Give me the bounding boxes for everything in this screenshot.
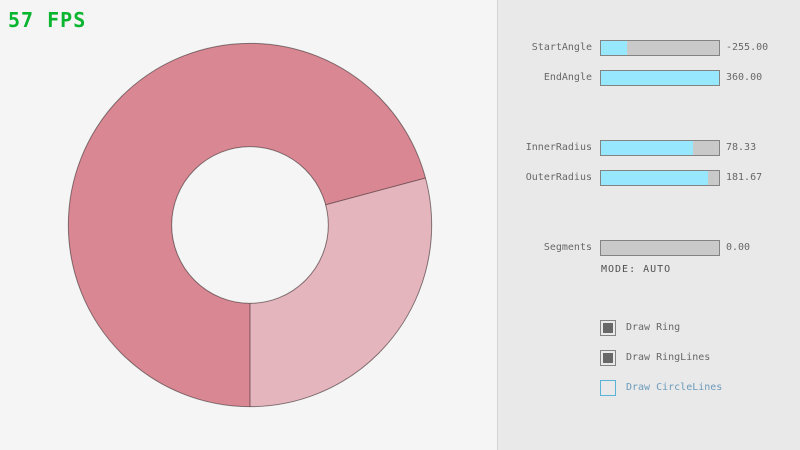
innerradius-slider[interactable]: [600, 140, 720, 156]
draw-ring-checkbox[interactable]: [600, 320, 616, 336]
draw-ringlines-label: Draw RingLines: [626, 352, 711, 363]
draw-circlelines-label: Draw CircleLines: [626, 382, 723, 393]
innerradius-slider-fill: [601, 141, 694, 155]
outerradius-label: OuterRadius: [525, 172, 592, 183]
slider-row-endangle: EndAngle 360.00: [0, 70, 800, 86]
checkbox-draw-ringlines: Draw RingLines: [600, 350, 790, 366]
segments-slider[interactable]: [600, 240, 720, 256]
mode-label: MODE: AUTO: [601, 264, 672, 275]
fps-counter: 57 FPS: [8, 8, 87, 32]
slider-row-outerradius: OuterRadius 181.67: [0, 170, 800, 186]
startangle-slider-fill: [601, 41, 627, 55]
startangle-slider[interactable]: [600, 40, 720, 56]
slider-row-innerradius: InnerRadius 78.33: [0, 140, 800, 156]
segments-value: 0.00: [726, 242, 751, 253]
startangle-value: -255.00: [726, 42, 769, 53]
outerradius-slider-fill: [601, 171, 709, 185]
draw-ring-label: Draw Ring: [626, 322, 681, 333]
endangle-slider-fill: [601, 71, 719, 85]
draw-ringlines-checkbox[interactable]: [600, 350, 616, 366]
endangle-slider[interactable]: [600, 70, 720, 86]
checkbox-draw-ring: Draw Ring: [600, 320, 790, 336]
draw-circlelines-checkbox[interactable]: [600, 380, 616, 396]
segments-label: Segments: [543, 242, 592, 253]
innerradius-value: 78.33: [726, 142, 757, 153]
startangle-label: StartAngle: [531, 42, 592, 53]
outerradius-value: 181.67: [726, 172, 763, 183]
innerradius-label: InnerRadius: [525, 142, 592, 153]
endangle-label: EndAngle: [543, 72, 592, 83]
slider-row-segments: Segments 0.00: [0, 240, 800, 256]
checkbox-draw-circlelines: Draw CircleLines: [600, 380, 790, 396]
slider-row-startangle: StartAngle -255.00: [0, 40, 800, 56]
endangle-value: 360.00: [726, 72, 763, 83]
outerradius-slider[interactable]: [600, 170, 720, 186]
